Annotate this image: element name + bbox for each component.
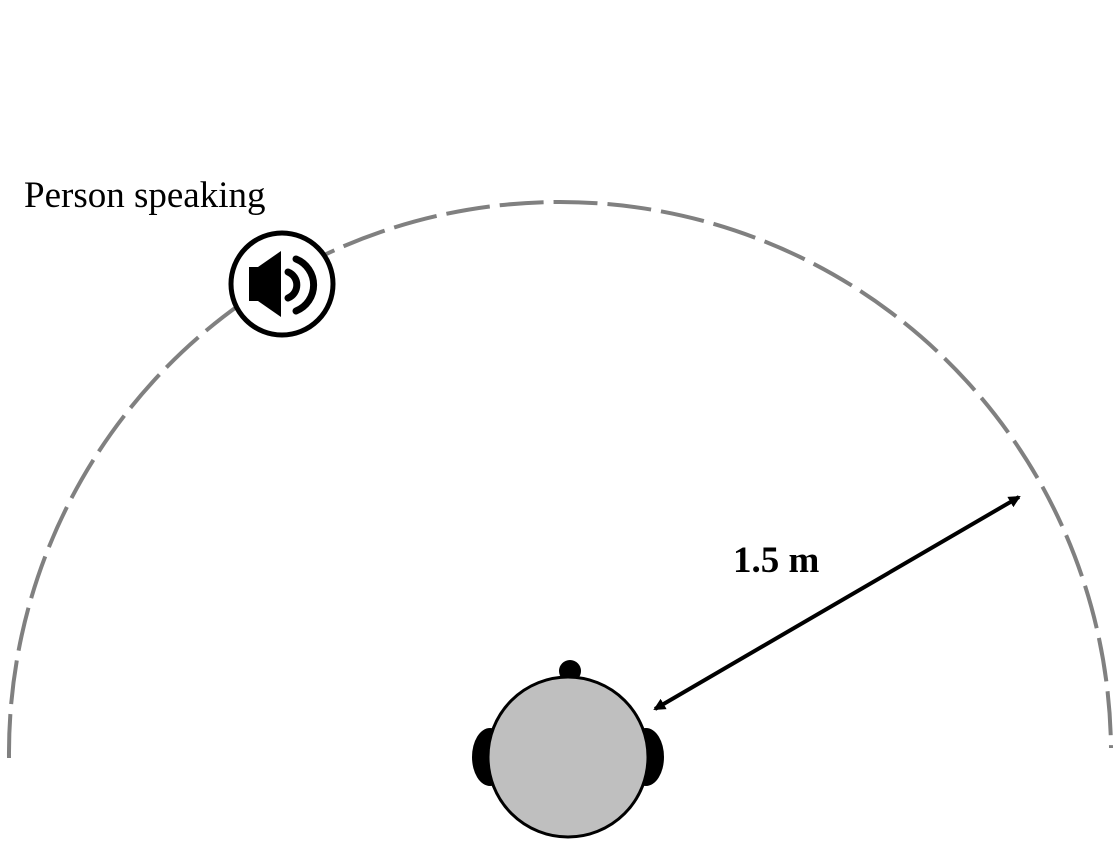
head bbox=[486, 675, 650, 839]
listening-arc bbox=[6, 199, 1113, 759]
distance-label: 1.5 m bbox=[733, 540, 820, 581]
speaker-icon bbox=[228, 230, 336, 338]
listener-head-icon bbox=[472, 660, 664, 839]
distance-arrow bbox=[653, 495, 1021, 711]
speaker-label: Person speaking bbox=[24, 175, 266, 216]
